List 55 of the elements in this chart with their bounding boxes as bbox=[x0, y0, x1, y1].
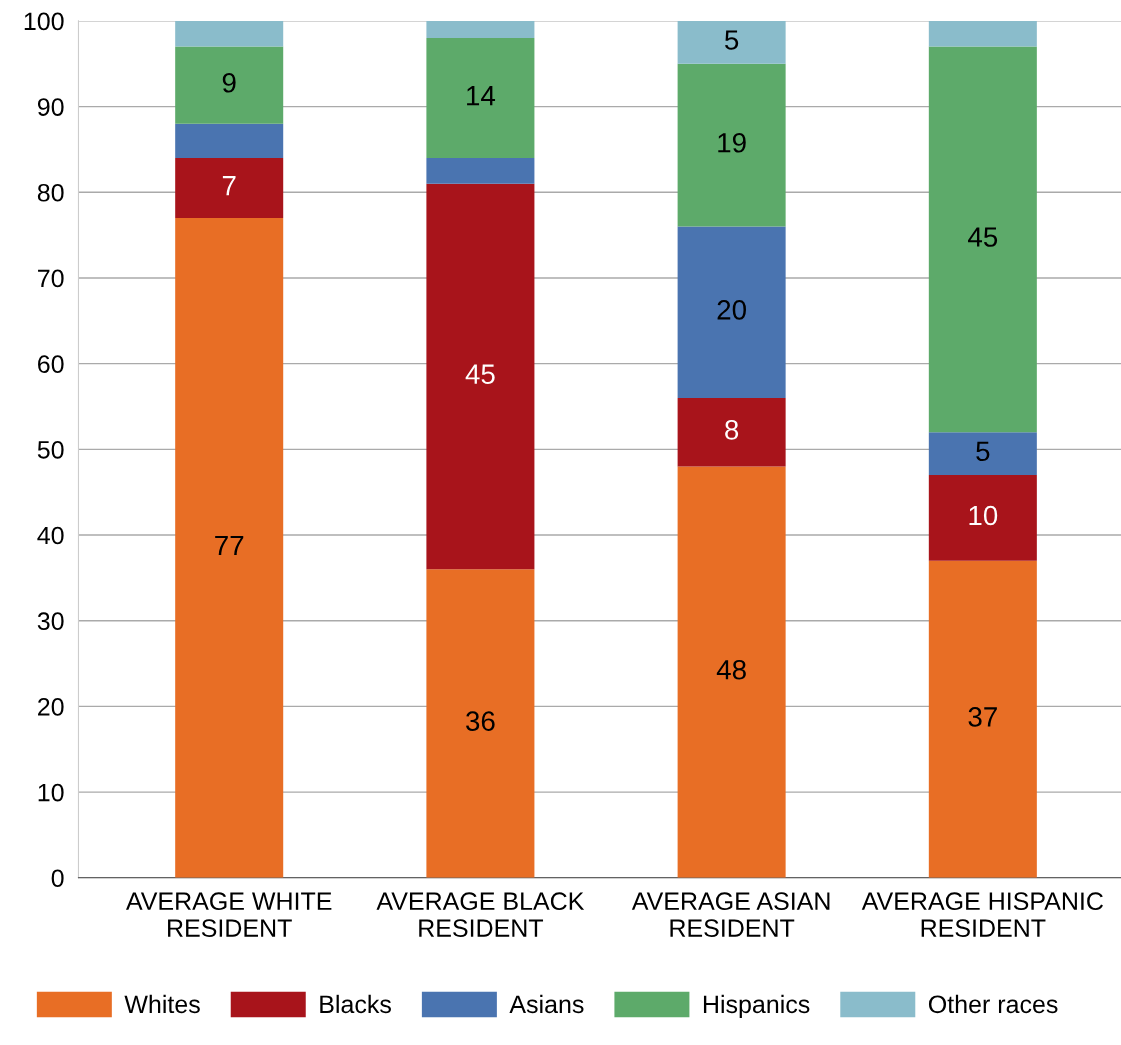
bar bbox=[928, 20, 1037, 47]
x-tick-label: AVERAGE BLACK RESIDENT bbox=[376, 892, 585, 937]
x-tick-label: AVERAGE WHITE RESIDENT bbox=[125, 892, 332, 937]
y-tick-label: 40 bbox=[37, 526, 64, 545]
data-label: 9 bbox=[222, 72, 236, 93]
data-label: 45 bbox=[968, 227, 998, 247]
legend-label: Other races bbox=[928, 994, 1058, 1014]
bar bbox=[175, 158, 284, 218]
bar bbox=[426, 183, 535, 570]
y-tick-label: 90 bbox=[37, 98, 64, 116]
data-label: 77 bbox=[215, 535, 244, 556]
data-label: 8 bbox=[725, 420, 739, 440]
legend-label: Whites bbox=[124, 994, 200, 1014]
bar bbox=[928, 475, 1037, 561]
bar bbox=[175, 20, 284, 47]
data-label: 7 bbox=[222, 176, 236, 196]
data-label: 5 bbox=[976, 441, 990, 462]
y-tick-label: 70 bbox=[38, 269, 64, 288]
bar bbox=[928, 432, 1037, 476]
bar bbox=[426, 569, 535, 878]
bar bbox=[175, 46, 284, 124]
bar bbox=[677, 20, 786, 64]
data-label: 10 bbox=[969, 505, 998, 526]
x-tick-label: AVERAGE HISPANIC RESIDENT bbox=[861, 892, 1103, 937]
legend-label: Asians bbox=[509, 994, 584, 1014]
bar bbox=[426, 38, 535, 158]
bar bbox=[677, 466, 786, 878]
y-tick-label: 60 bbox=[38, 355, 64, 373]
bar bbox=[175, 123, 284, 158]
bar bbox=[677, 226, 786, 398]
y-tick-label: 80 bbox=[37, 183, 64, 202]
data-label: 45 bbox=[465, 364, 495, 384]
bar bbox=[175, 217, 284, 878]
bar bbox=[426, 158, 535, 184]
bar bbox=[928, 46, 1037, 433]
data-label: 37 bbox=[968, 707, 997, 727]
y-tick-label: 10 bbox=[38, 783, 64, 802]
bar bbox=[426, 20, 535, 39]
data-label: 36 bbox=[466, 711, 495, 732]
data-label: 48 bbox=[716, 659, 746, 680]
bar bbox=[677, 63, 786, 227]
legend-label: Hispanics bbox=[703, 994, 810, 1019]
x-tick-label: AVERAGE ASIAN RESIDENT bbox=[631, 892, 830, 937]
y-tick-label: 30 bbox=[37, 612, 64, 631]
bar bbox=[677, 397, 786, 467]
y-tick-label: 0 bbox=[51, 869, 64, 888]
y-tick-label: 50 bbox=[37, 440, 64, 459]
data-label: 5 bbox=[725, 30, 739, 50]
y-tick-label: 20 bbox=[38, 698, 64, 716]
data-label: 20 bbox=[717, 300, 746, 320]
legend-label: Blacks bbox=[320, 994, 391, 1014]
bar bbox=[928, 560, 1037, 878]
data-label: 19 bbox=[718, 132, 746, 153]
data-label: 14 bbox=[467, 86, 496, 106]
y-tick-label: 100 bbox=[24, 12, 64, 31]
